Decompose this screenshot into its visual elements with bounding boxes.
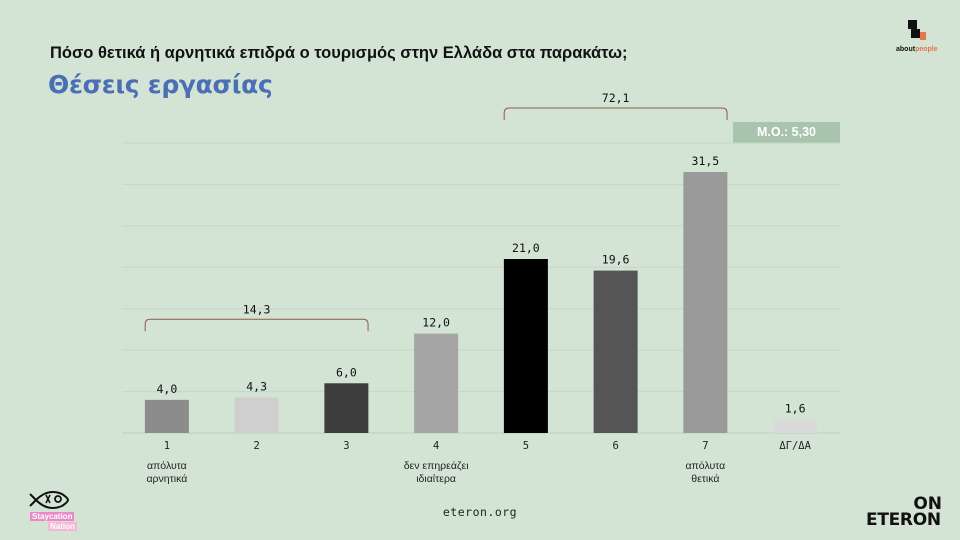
tick-label: 1 — [164, 440, 170, 452]
tick-label: 7 — [702, 440, 708, 452]
subtitle: Θέσεις εργασίας — [48, 70, 273, 99]
bar-1 — [144, 399, 189, 433]
logo-accent-icon — [920, 32, 926, 40]
group-bracket — [503, 107, 728, 120]
bar-3 — [324, 383, 369, 433]
bar-7 — [683, 172, 728, 433]
tick-label: 4 — [433, 440, 439, 452]
tick-label: 5 — [523, 440, 529, 452]
logo-on: ON — [913, 494, 942, 514]
value-label: 6,0 — [336, 365, 357, 379]
value-label: 21,0 — [512, 241, 540, 255]
logo-eteron: ETERON — [866, 510, 941, 530]
mean-badge: Μ.Ο.: 5,30 — [733, 122, 840, 143]
value-label: 4,0 — [156, 382, 177, 396]
on-eteron-logo: ON ETERON — [866, 494, 942, 530]
value-label: 12,0 — [422, 316, 450, 330]
aboutpeople-logo: aboutpeople — [894, 20, 950, 56]
category-sublabel: θετικά — [691, 473, 719, 485]
value-label: 1,6 — [785, 402, 806, 416]
value-label: 19,6 — [602, 253, 630, 267]
bar-5 — [503, 259, 548, 433]
group-label: 72,1 — [602, 91, 630, 105]
bar-2 — [234, 397, 279, 433]
category-sublabel: αρνητικά — [146, 473, 187, 485]
aboutpeople-text: aboutpeople — [896, 46, 938, 53]
staycation-logo: Staycation Nation — [26, 486, 86, 532]
bar-6 — [593, 270, 638, 433]
logo-square-icon — [908, 20, 917, 29]
tick-label: 6 — [612, 440, 618, 452]
tick-label: 2 — [253, 440, 259, 452]
tick-label: ΔΓ/ΔΑ — [779, 440, 811, 452]
bar-ΔΓ/ΔΑ — [773, 419, 818, 433]
nation-label: Nation — [48, 522, 77, 531]
group-bracket — [144, 318, 369, 332]
staycation-label: Staycation — [30, 512, 75, 521]
category-sublabel: απόλυτα — [147, 460, 187, 472]
logo-square-icon — [911, 29, 920, 38]
bar-4 — [414, 333, 459, 433]
category-sublabel: ιδιαίτερα — [416, 473, 456, 485]
category-sublabel: απόλυτα — [685, 460, 725, 472]
category-sublabel: δεν επηρεάζει — [404, 460, 469, 472]
value-label: 4,3 — [246, 379, 267, 393]
fish-icon — [29, 491, 70, 509]
tick-label: 3 — [343, 440, 349, 452]
footer-url[interactable]: eteron.org — [442, 505, 518, 519]
value-label: 31,5 — [692, 154, 720, 168]
question-title: Πόσο θετικά ή αρνητικά επιδρά ο τουρισμό… — [50, 44, 628, 62]
group-label: 14,3 — [243, 302, 271, 316]
